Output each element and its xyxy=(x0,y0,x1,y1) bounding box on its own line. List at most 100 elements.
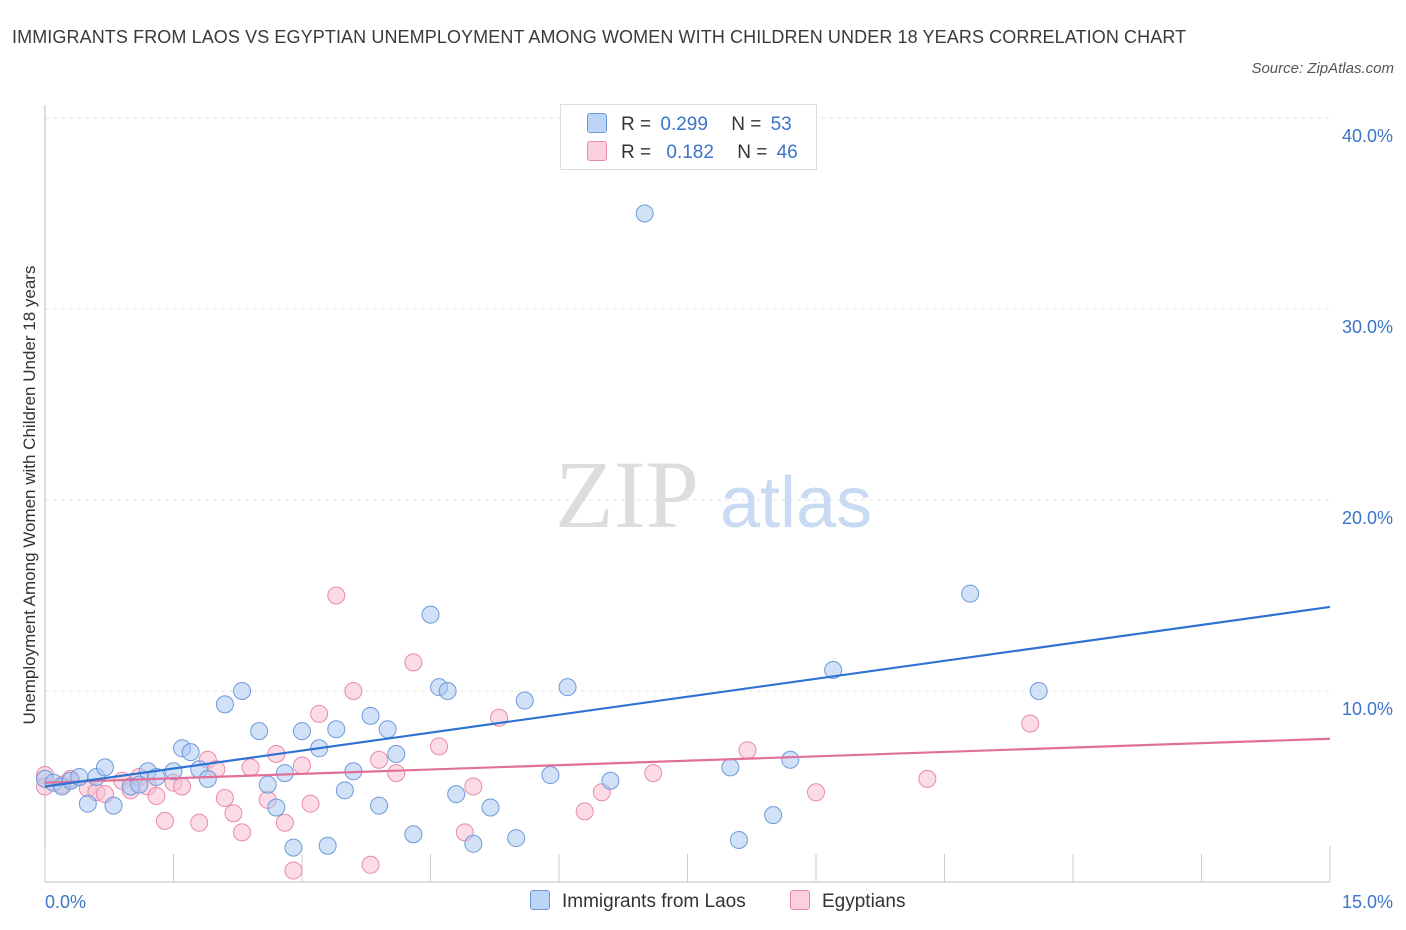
egyptians-point xyxy=(327,586,346,605)
egyptians-trend-line xyxy=(44,737,1331,784)
laos-point xyxy=(515,691,534,710)
laos-point xyxy=(104,796,123,815)
chart-title: IMMIGRANTS FROM LAOS VS EGYPTIAN UNEMPLO… xyxy=(12,27,1187,47)
correlation-legend: R = 0.299 N = 53 R = 0.182 N = 46 xyxy=(560,104,817,170)
laos-point xyxy=(361,706,380,725)
legend-r-label: R = xyxy=(621,142,652,163)
legend-n-label: N = xyxy=(731,114,762,135)
laos-legend-label: Immigrants from Laos xyxy=(562,891,746,912)
laos-point xyxy=(275,764,294,783)
egyptians-point xyxy=(807,783,825,802)
egyptians-point xyxy=(430,737,449,756)
egyptians-point xyxy=(738,741,757,760)
laos-point xyxy=(318,836,337,855)
legend-n-label: N = xyxy=(737,142,768,163)
egyptians-point xyxy=(293,756,311,775)
laos-point xyxy=(293,722,311,741)
egypt-legend-label: Egyptians xyxy=(822,891,906,912)
laos-point xyxy=(258,775,277,794)
laos-point xyxy=(284,838,303,857)
watermark: ZIP atlas xyxy=(555,441,872,548)
laos-point xyxy=(721,758,740,777)
laos-swatch xyxy=(530,890,550,910)
egyptians-point xyxy=(387,764,406,783)
egyptians-point xyxy=(155,811,174,830)
egyptians-point xyxy=(215,788,234,807)
y-tick-label: 20.0% xyxy=(1342,508,1393,528)
watermark-zip: ZIP xyxy=(555,441,699,548)
laos-point xyxy=(464,834,483,853)
laos-point xyxy=(421,605,440,624)
laos-point xyxy=(250,722,269,741)
egyptians-points xyxy=(36,586,1040,880)
legend-row-egypt: R = 0.182 N = 46 xyxy=(587,141,798,165)
egyptians-point xyxy=(644,764,663,783)
egyptians-point xyxy=(370,750,389,769)
y-tick-label: 40.0% xyxy=(1342,126,1393,146)
source-label: Source: ZipAtlas.com xyxy=(1251,60,1394,77)
egypt-swatch xyxy=(587,141,607,161)
laos-point xyxy=(558,678,577,697)
egypt-r-value: 0.182 xyxy=(666,142,714,163)
laos-point xyxy=(215,695,234,714)
egyptians-point xyxy=(301,794,320,813)
laos-point xyxy=(78,794,97,813)
laos-r-value: 0.299 xyxy=(660,114,708,135)
egyptians-point xyxy=(344,682,363,700)
laos-point xyxy=(198,769,217,788)
bottom-legend-laos: Immigrants from Laos xyxy=(530,890,746,913)
laos-point xyxy=(233,682,252,700)
egypt-swatch xyxy=(790,890,810,910)
legend-row-laos: R = 0.299 N = 53 xyxy=(587,113,792,137)
egyptians-point xyxy=(241,758,260,777)
bottom-legend-egypt: Egyptians xyxy=(790,890,905,913)
axes xyxy=(44,105,1331,883)
laos-point xyxy=(378,720,397,739)
x-tick-label: 15.0% xyxy=(1342,892,1393,912)
egyptians-point xyxy=(284,861,303,880)
y-axis-label: Unemployment Among Women with Children U… xyxy=(20,266,39,725)
egyptians-point xyxy=(464,777,483,796)
egyptians-point xyxy=(404,653,423,672)
laos-points xyxy=(36,204,1048,857)
laos-trend-line xyxy=(44,605,1331,788)
laos-point xyxy=(781,750,800,769)
laos-point xyxy=(1029,682,1048,700)
legend-r-label: R = xyxy=(621,114,652,135)
egyptians-point xyxy=(147,787,166,806)
laos-point xyxy=(635,204,654,223)
trend-lines xyxy=(44,605,1331,788)
laos-point xyxy=(824,660,843,679)
laos-point xyxy=(370,796,389,815)
egyptians-point xyxy=(275,813,294,832)
laos-point xyxy=(438,682,457,700)
laos-point xyxy=(541,766,560,785)
egyptians-point xyxy=(1021,714,1040,733)
egyptians-point xyxy=(190,813,209,832)
laos-point xyxy=(147,767,166,786)
laos-point xyxy=(447,785,466,804)
laos-n-value: 53 xyxy=(770,114,792,135)
laos-point xyxy=(335,781,354,800)
laos-point xyxy=(95,758,114,777)
egyptians-point xyxy=(918,769,937,788)
laos-point xyxy=(327,720,346,739)
egyptians-point xyxy=(361,855,380,874)
laos-point xyxy=(481,798,500,817)
laos-point xyxy=(404,825,423,844)
egyptians-point xyxy=(575,802,594,821)
watermark-atlas: atlas xyxy=(720,463,872,543)
laos-point xyxy=(507,829,526,848)
egyptians-point xyxy=(224,804,243,823)
y-tick-label: 10.0% xyxy=(1342,699,1393,719)
laos-point xyxy=(181,743,200,762)
laos-point xyxy=(764,806,783,825)
laos-point xyxy=(267,798,286,817)
x-tick-label: 0.0% xyxy=(45,892,86,912)
egypt-n-value: 46 xyxy=(776,142,798,163)
grid-lines xyxy=(45,117,1330,692)
laos-point xyxy=(961,584,980,603)
laos-point xyxy=(387,745,406,764)
laos-point xyxy=(601,771,620,790)
